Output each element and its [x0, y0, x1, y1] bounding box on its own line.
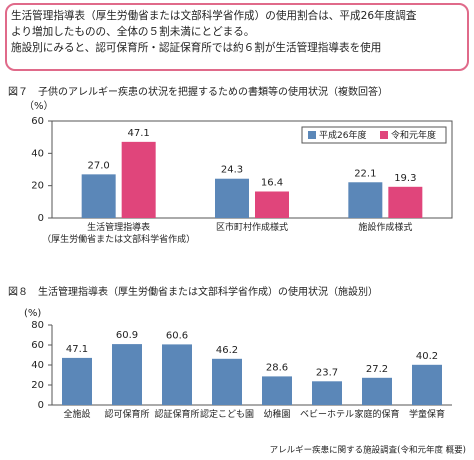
x-tick-label: ベビーホテル: [299, 410, 354, 420]
legend-label: 平成26年度: [319, 129, 366, 141]
y-axis-label: (%): [24, 308, 41, 319]
legend-swatch: [380, 131, 388, 139]
bar: [312, 381, 342, 405]
bar: [255, 191, 289, 218]
x-tick-label-box: 家庭的保育: [354, 410, 400, 420]
legend-swatch: [308, 131, 316, 139]
bar: [162, 344, 192, 405]
value-label: 22.1: [354, 168, 376, 179]
legend-box: [301, 126, 447, 144]
x-tick-label: 家庭的保育: [354, 410, 400, 420]
value-label: 60.6: [166, 330, 188, 341]
x-tick-label-box: 生活管理指導表 （厚生労働省または文部科学省作成）: [42, 223, 196, 245]
x-tick-label: 学童保育: [408, 410, 445, 420]
value-label: 28.6: [266, 362, 288, 373]
x-tick-label-box: 全施設: [63, 410, 91, 420]
y-tick-label: 60: [31, 116, 44, 127]
y-axis-label: （%）: [24, 100, 54, 112]
value-label: 47.1: [66, 344, 88, 355]
value-label: 23.7: [316, 367, 338, 378]
x-tick-label-box: 区市町村作成様式: [215, 223, 288, 233]
bar: [362, 377, 392, 405]
chart-title: 図８ 生活管理指導表（厚生労働省または文部科学省作成）の使用状況（施設別）: [8, 285, 378, 298]
summary-line: より増加したものの、全体の５割未満にとどまる。: [11, 26, 255, 38]
x-tick-label: 幼稚園: [263, 410, 291, 420]
bar: [112, 344, 142, 405]
chart-title: 図７ 子供のアレルギー疾患の状況を把握するための書類等の使用状況（複数回答）: [8, 85, 388, 98]
x-tick-label: 認証保育所: [154, 410, 200, 420]
bar: [81, 174, 116, 218]
bar: [262, 376, 292, 405]
value-label: 46.2: [216, 345, 238, 356]
x-tick-label-box: 認定こども園: [199, 410, 254, 420]
y-tick-label: 20: [31, 380, 44, 391]
x-tick-label: 区市町村作成様式: [215, 223, 288, 233]
value-label: 19.3: [394, 173, 416, 184]
y-tick-label: 0: [38, 400, 44, 411]
bar: [212, 358, 242, 405]
x-tick-label-box: 認証保育所: [154, 410, 200, 420]
source: アレルギー疾患に関する施設調査(令和元年度 概要): [270, 445, 466, 456]
x-tick-label: 認可保育所: [104, 410, 150, 420]
x-tick-label: 生活管理指導表 （厚生労働省または文部科学省作成）: [42, 223, 196, 245]
value-label: 60.9: [116, 330, 138, 341]
y-tick-label: 0: [38, 213, 44, 224]
legend-label: 令和元年度: [391, 129, 436, 141]
x-tick-label: 施設作成様式: [358, 223, 413, 233]
summary-line: 施設別にみると、認可保育所・認証保育所では約６割が生活管理指導表を使用: [11, 42, 382, 54]
bar: [121, 141, 156, 218]
x-tick-label: 全施設: [63, 410, 91, 420]
x-tick-label-box: 学童保育: [408, 410, 445, 420]
summary-box: 生活管理指導表（厚生労働省または文部科学省作成）の使用割合は、平成26年度調査 …: [5, 3, 469, 71]
y-tick-label: 80: [31, 320, 44, 331]
y-tick-label: 40: [31, 360, 44, 371]
summary-line: 生活管理指導表（厚生労働省または文部科学省作成）の使用割合は、平成26年度調査: [11, 10, 417, 22]
x-tick-label-box: 施設作成様式: [358, 223, 413, 233]
x-tick-label-box: 認可保育所: [104, 410, 150, 420]
value-label: 47.1: [128, 128, 150, 139]
bar: [388, 186, 423, 218]
plot-frame: [51, 120, 453, 219]
x-tick-label: 認定こども園: [199, 410, 254, 420]
y-tick-label: 20: [31, 181, 44, 192]
bar: [348, 182, 383, 218]
bar: [62, 357, 92, 405]
value-label: 40.2: [416, 351, 438, 362]
x-tick-label-box: ベビーホテル: [299, 410, 354, 420]
x-tick-label-box: 幼稚園: [263, 410, 291, 420]
bar: [412, 364, 442, 405]
value-label: 27.0: [88, 160, 110, 171]
value-label: 16.4: [261, 177, 283, 188]
value-label: 24.3: [221, 165, 243, 176]
bar: [215, 178, 249, 218]
y-tick-label: 40: [31, 148, 44, 159]
value-label: 27.2: [366, 364, 388, 375]
y-tick-label: 60: [31, 340, 44, 351]
